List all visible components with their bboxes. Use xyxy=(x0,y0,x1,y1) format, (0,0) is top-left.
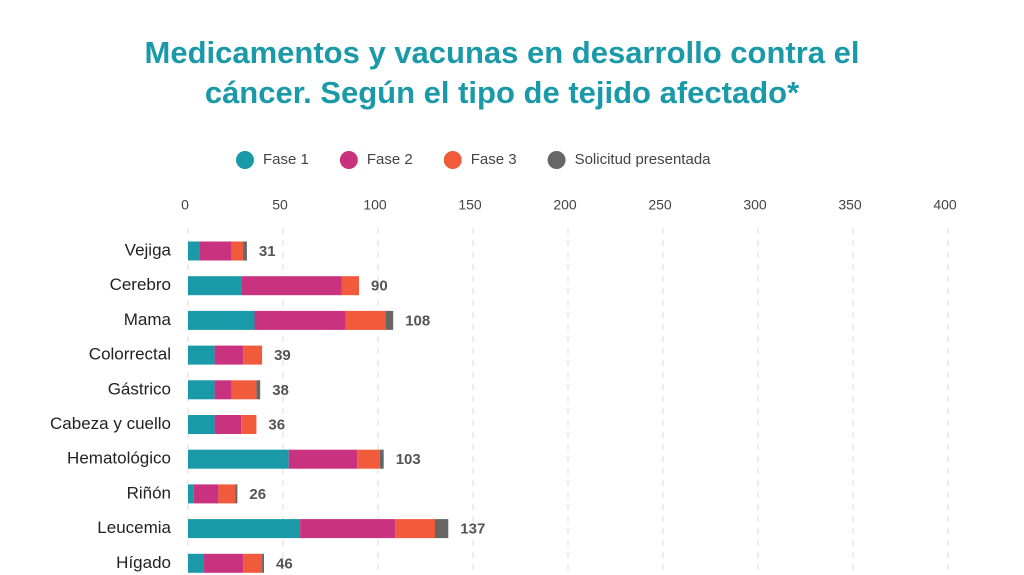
y-tick-label: Riñón xyxy=(127,483,171,502)
bar-segment xyxy=(193,484,219,504)
bar-segment xyxy=(214,380,232,400)
legend-label: Fase 3 xyxy=(471,151,517,168)
bar-segment xyxy=(254,310,346,330)
x-tick-label: 200 xyxy=(553,197,577,213)
bar-segment xyxy=(188,449,289,469)
total-label: 39 xyxy=(274,347,291,364)
bar-segment xyxy=(214,415,242,434)
bar-segment xyxy=(243,241,247,261)
bar-segment xyxy=(199,241,232,261)
bar-segment xyxy=(300,519,396,539)
y-tick-label: Mama xyxy=(124,310,172,329)
bar-segment xyxy=(188,310,255,330)
x-tick-label: 300 xyxy=(743,197,767,213)
bar-segment xyxy=(243,345,263,365)
bar-segment xyxy=(188,519,301,539)
bar-segment xyxy=(435,519,449,539)
bar-segment xyxy=(188,276,242,296)
x-tick-label: 50 xyxy=(272,197,288,213)
bar-segment xyxy=(241,276,342,296)
bar-segment xyxy=(188,484,194,504)
bar-segment xyxy=(385,310,394,330)
total-label: 26 xyxy=(249,486,266,503)
y-tick-label: Hígado xyxy=(116,553,171,572)
total-label: 31 xyxy=(259,243,276,260)
bar-segment xyxy=(231,380,257,400)
y-tick-label: Colorrectal xyxy=(89,345,171,364)
bar-segment xyxy=(357,449,380,469)
bar-segment xyxy=(243,553,263,573)
bar-segment xyxy=(214,345,244,365)
y-tick-label: Hematológico xyxy=(67,449,171,468)
legend-marker xyxy=(443,151,462,169)
bar-segment xyxy=(288,449,358,469)
bar-segment xyxy=(379,449,384,469)
legend-label: Fase 2 xyxy=(367,151,413,168)
x-tick-label: 150 xyxy=(458,197,482,213)
y-tick-label: Leucemia xyxy=(97,518,171,537)
legend-label: Solicitud presentada xyxy=(575,151,712,168)
total-label: 90 xyxy=(371,278,388,295)
total-label: 137 xyxy=(460,521,485,538)
chart-title: Medicamentos y vacunas en desarrollo con… xyxy=(145,35,860,70)
x-tick-label: 250 xyxy=(648,197,672,213)
bar-segment xyxy=(341,276,359,296)
legend-marker xyxy=(547,151,566,169)
bar-segment xyxy=(188,380,215,400)
bar-segment xyxy=(188,415,215,434)
total-label: 46 xyxy=(276,555,293,572)
bar-segment xyxy=(395,519,435,539)
y-tick-label: Vejiga xyxy=(125,240,172,259)
bar-segment xyxy=(256,380,261,400)
x-tick-label: 100 xyxy=(363,197,387,213)
bar-segment xyxy=(241,415,257,434)
total-label: 36 xyxy=(268,416,285,433)
legend-label: Fase 1 xyxy=(263,151,309,168)
total-label: 108 xyxy=(405,312,430,329)
total-label: 38 xyxy=(272,382,289,399)
bar-segment xyxy=(203,553,244,573)
x-tick-label: 0 xyxy=(181,197,189,213)
y-tick-label: Gástrico xyxy=(108,379,171,398)
chart-title: cáncer. Según el tipo de tejido afectado… xyxy=(205,75,800,110)
x-tick-label: 350 xyxy=(838,197,862,213)
bar-segment xyxy=(188,345,215,365)
legend-marker xyxy=(236,151,254,169)
y-tick-label: Cerebro xyxy=(110,275,171,294)
bar-segment xyxy=(235,484,238,504)
legend-marker xyxy=(339,151,358,169)
bar-segment xyxy=(231,241,244,261)
y-tick-label: Cabeza y cuello xyxy=(50,414,171,433)
bar-segment xyxy=(188,553,204,573)
bar-segment xyxy=(218,484,236,504)
bar-segment xyxy=(188,241,200,261)
bar-segment xyxy=(345,310,386,330)
x-tick-label: 400 xyxy=(933,197,957,213)
total-label: 103 xyxy=(396,451,421,468)
bar-segment xyxy=(262,553,264,573)
